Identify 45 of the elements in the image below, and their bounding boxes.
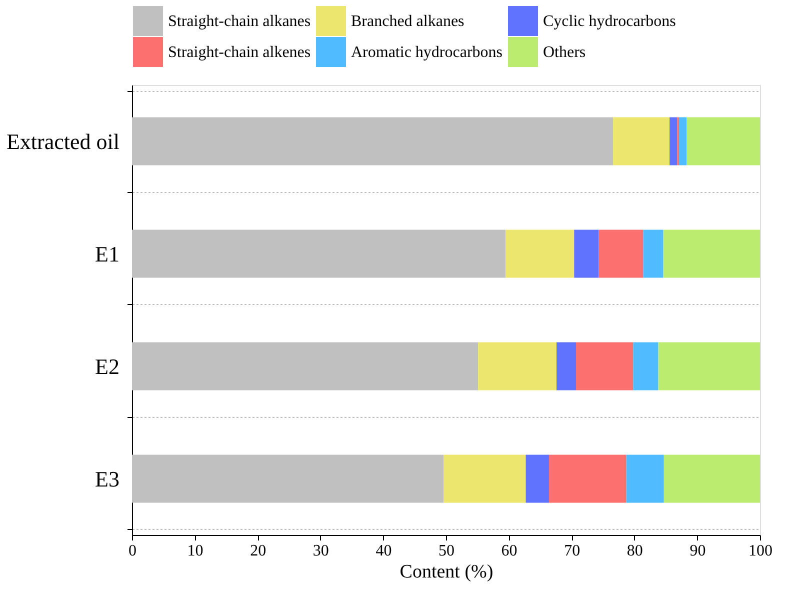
x-tick-label: 100 [748, 542, 772, 560]
x-tick-label: 30 [312, 542, 329, 560]
x-tick-label: 0 [128, 542, 136, 560]
bar [633, 342, 658, 390]
bar [686, 117, 760, 166]
bar [132, 454, 444, 503]
bar [663, 230, 760, 278]
bar [443, 454, 526, 503]
bar [664, 454, 760, 503]
x-tick-label: 40 [376, 542, 392, 560]
legend-label: Straight-chain alkenes [168, 44, 311, 61]
x-tick-label: 90 [690, 542, 706, 560]
legend-label: Others [543, 44, 586, 61]
bar [506, 230, 574, 278]
bar [613, 117, 670, 166]
x-axis-title: Content (%) [400, 562, 494, 582]
x-tick-label: 10 [187, 542, 204, 560]
y-tick-label: E1 [95, 241, 120, 266]
legend-label: Straight-chain alkanes [168, 13, 311, 30]
y-tick-label: Extracted oil [6, 128, 120, 154]
x-tick-label: 70 [564, 542, 580, 560]
bar [643, 230, 664, 278]
y-tick-label: E3 [95, 466, 120, 492]
bar [556, 342, 576, 390]
bar [526, 454, 549, 503]
x-tick-label: 20 [250, 542, 266, 560]
bar [574, 230, 599, 278]
legend-label: Aromatic hydrocarbons [351, 44, 503, 61]
bar [598, 230, 644, 278]
bar [478, 342, 557, 390]
x-tick-label: 50 [438, 542, 454, 560]
legend-label: Cyclic hydrocarbons [543, 13, 676, 30]
x-tick-label: 60 [501, 542, 518, 560]
bar [658, 342, 760, 390]
bar [678, 117, 687, 166]
x-tick-label: 80 [626, 542, 643, 560]
bar [626, 454, 664, 503]
bar [132, 230, 506, 278]
bar [548, 454, 626, 503]
y-tick-label: E2 [95, 354, 120, 379]
bar [576, 342, 634, 390]
legend-label: Branched alkanes [351, 13, 464, 30]
bar [670, 117, 678, 166]
bar [132, 342, 478, 390]
bar [132, 117, 614, 166]
